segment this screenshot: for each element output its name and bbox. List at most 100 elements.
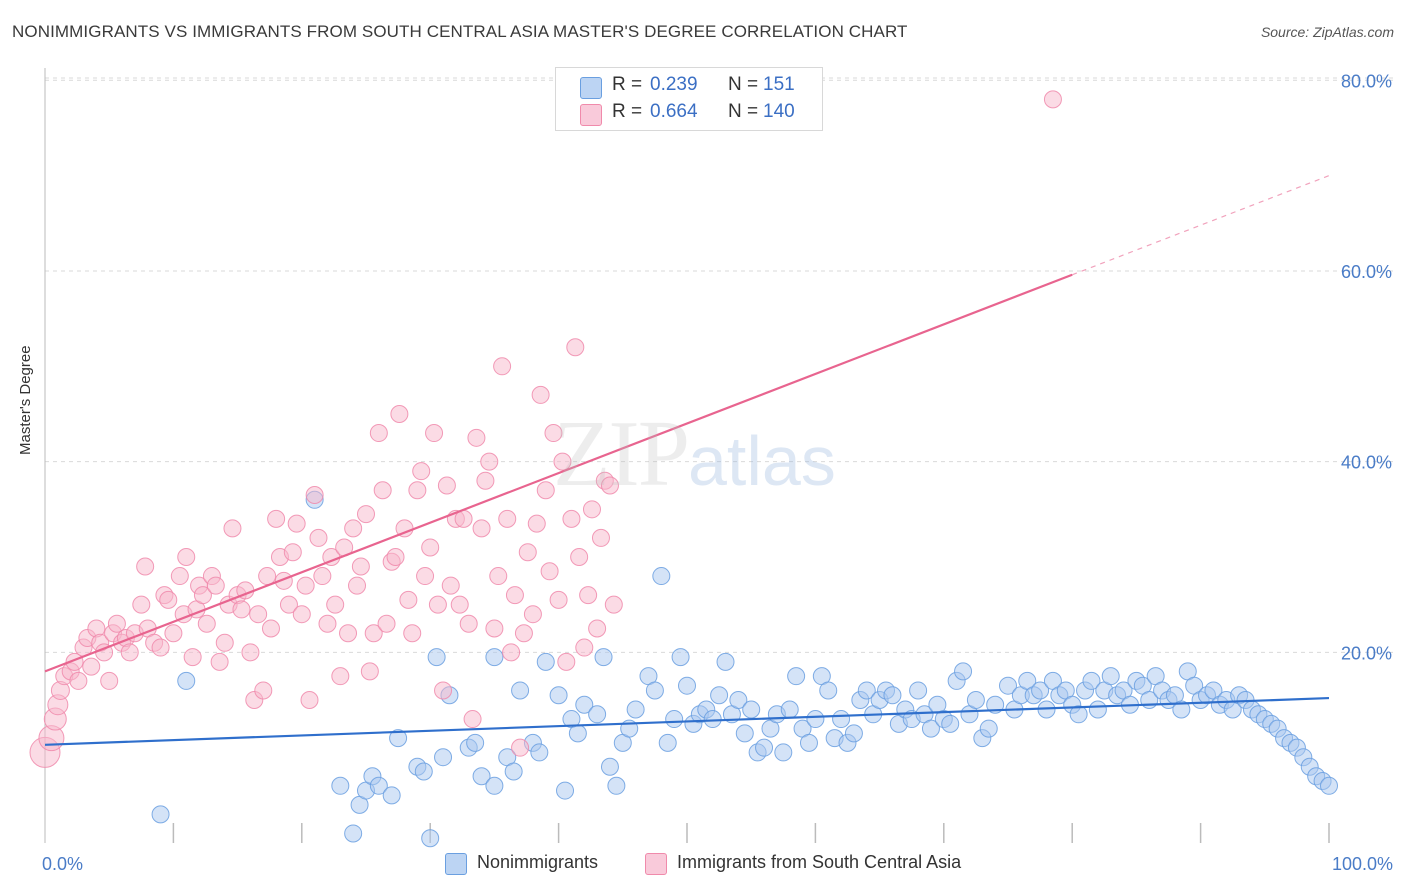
immigrant-point bbox=[159, 590, 178, 609]
immigrant-point bbox=[287, 514, 306, 533]
immigrant-point bbox=[582, 500, 601, 519]
immigrant-point bbox=[351, 557, 370, 576]
immigrant-point bbox=[540, 562, 559, 581]
immigrant-point bbox=[531, 385, 550, 404]
nonimmigrant-point bbox=[600, 757, 619, 776]
nonimmigrant-point bbox=[954, 662, 973, 681]
immigrant-point bbox=[544, 424, 563, 443]
immigrant-point bbox=[69, 671, 88, 690]
immigrant-point bbox=[107, 614, 126, 633]
nonimmigrant-point bbox=[1088, 700, 1107, 719]
legend-swatch-blue bbox=[580, 77, 602, 99]
immigrant-point bbox=[403, 624, 422, 643]
nonimmigrant-point bbox=[536, 652, 555, 671]
nonimmigrant-point bbox=[716, 652, 735, 671]
nonimmigrant-point bbox=[703, 710, 722, 729]
immigrant-point bbox=[305, 486, 324, 505]
immigrant-point bbox=[132, 595, 151, 614]
immigrant-point bbox=[425, 424, 444, 443]
immigrant-point bbox=[360, 662, 379, 681]
immigrant-point bbox=[412, 462, 431, 481]
immigrant-point bbox=[553, 452, 572, 471]
nonimmigrant-point bbox=[1069, 705, 1088, 724]
immigrant-point bbox=[232, 600, 251, 619]
nonimmigrant-point bbox=[799, 733, 818, 752]
immigrant-point bbox=[493, 357, 512, 376]
immigrant-point bbox=[502, 643, 521, 662]
immigrant-point bbox=[164, 624, 183, 643]
y-tick-label: 20.0% bbox=[1341, 643, 1392, 663]
immigrant-point bbox=[536, 481, 555, 500]
immigrant-point bbox=[489, 567, 508, 586]
immigrant-point bbox=[570, 547, 589, 566]
nonimmigrant-point bbox=[979, 719, 998, 738]
immigrant-point bbox=[348, 576, 367, 595]
legend-n-value: 140 bbox=[763, 101, 795, 122]
nonimmigrant-point bbox=[434, 748, 453, 767]
immigrant-point bbox=[309, 528, 328, 547]
nonimmigrant-point bbox=[549, 686, 568, 705]
immigrant-point bbox=[313, 567, 332, 586]
nonimmigrant-point bbox=[1082, 671, 1101, 690]
immigrant-point bbox=[514, 624, 533, 643]
immigrant-point bbox=[170, 567, 189, 586]
y-tick-label: 80.0% bbox=[1341, 71, 1392, 91]
watermark-zip: ZIP bbox=[553, 402, 690, 506]
nonimmigrant-point bbox=[466, 733, 485, 752]
nonimmigrant-point bbox=[941, 714, 960, 733]
immigrant-point bbox=[588, 619, 607, 638]
immigrant-point bbox=[441, 576, 460, 595]
immigrant-point bbox=[523, 605, 542, 624]
immigrant-point bbox=[476, 471, 495, 490]
immigrant-point bbox=[527, 514, 546, 533]
y-tick-label: 40.0% bbox=[1341, 453, 1392, 473]
immigrant-point bbox=[82, 657, 101, 676]
immigrant-point bbox=[326, 595, 345, 614]
nonimmigrant-point bbox=[511, 681, 530, 700]
nonimmigrant-point bbox=[1031, 681, 1050, 700]
immigrant-point bbox=[296, 576, 315, 595]
immigrant-point bbox=[279, 595, 298, 614]
immigrant-point bbox=[210, 652, 229, 671]
immigrant-point bbox=[463, 710, 482, 729]
immigrant-point bbox=[518, 543, 537, 562]
nonimmigrant-point bbox=[472, 767, 491, 786]
immigrant-point bbox=[1043, 90, 1062, 109]
immigrant-point bbox=[183, 648, 202, 667]
immigrant-point bbox=[472, 519, 491, 538]
correlation-legend: R = 0.239 N = 151 R = 0.664 N = 140 bbox=[555, 67, 823, 131]
legend-r-value: 0.664 bbox=[650, 101, 698, 122]
immigrant-point bbox=[437, 476, 456, 495]
legend-label: Nonimmigrants bbox=[477, 852, 599, 872]
nonimmigrant-point bbox=[331, 776, 350, 795]
immigrant-trend-line bbox=[44, 273, 1073, 673]
immigrant-point bbox=[575, 638, 594, 657]
immigrant-point bbox=[267, 509, 286, 528]
legend-swatch-blue bbox=[445, 853, 467, 875]
nonimmigrant-point bbox=[575, 695, 594, 714]
legend-r-label: R = bbox=[612, 101, 643, 122]
nonimmigrant-point bbox=[421, 829, 440, 848]
nonimmigrant-point bbox=[710, 686, 729, 705]
immigrant-point bbox=[450, 595, 469, 614]
nonimmigrant-point bbox=[177, 671, 196, 690]
immigrant-point bbox=[223, 519, 242, 538]
nonimmigrant-point bbox=[645, 681, 664, 700]
immigrant-point bbox=[416, 567, 435, 586]
nonimmigrant-point bbox=[658, 733, 677, 752]
legend-r-value: 0.239 bbox=[650, 74, 698, 95]
immigrant-point bbox=[377, 614, 396, 633]
legend-label: Immigrants from South Central Asia bbox=[677, 852, 962, 872]
nonimmigrant-point bbox=[909, 681, 928, 700]
chart-source: Source: ZipAtlas.com bbox=[1260, 24, 1394, 40]
nonimmigrant-point bbox=[780, 700, 799, 719]
watermark: ZIPatlas bbox=[553, 400, 836, 508]
nonimmigrant-point bbox=[999, 676, 1017, 695]
nonimmigrant-point bbox=[966, 690, 985, 709]
nonimmigrant-point bbox=[774, 743, 793, 762]
nonimmigrant-trend-line bbox=[44, 696, 1330, 746]
nonimmigrant-point bbox=[485, 776, 504, 795]
immigrant-point bbox=[136, 557, 155, 576]
immigrant-point bbox=[292, 605, 311, 624]
immigrant-point bbox=[151, 638, 170, 657]
